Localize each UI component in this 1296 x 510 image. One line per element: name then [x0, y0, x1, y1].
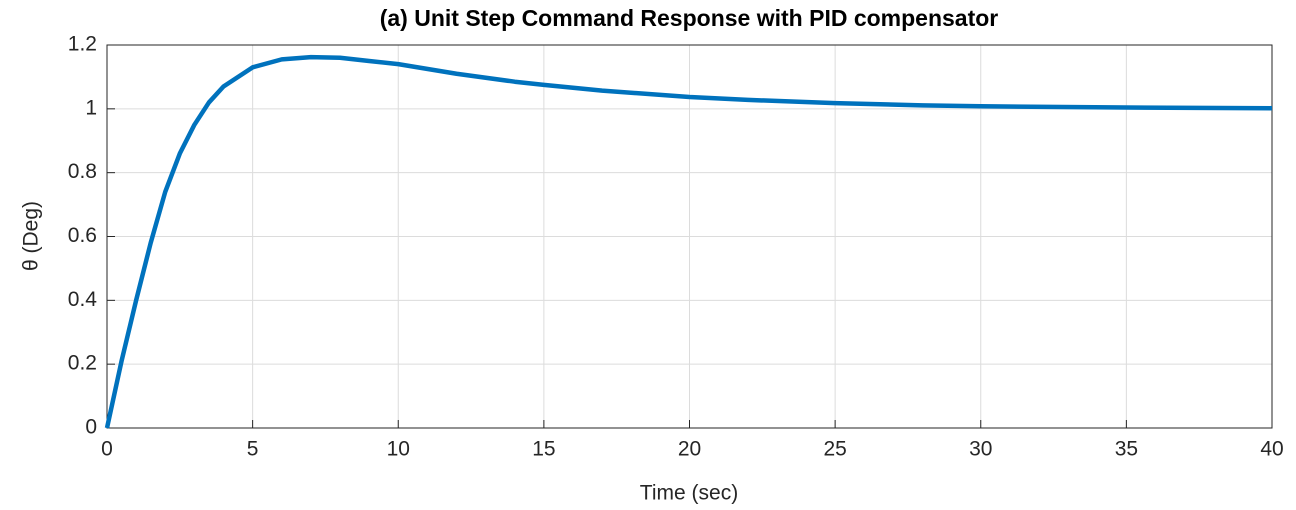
x-tick-label: 10 — [387, 438, 410, 461]
x-tick-label: 5 — [247, 438, 259, 461]
y-tick-label: 0.2 — [68, 352, 97, 375]
x-axis-label: Time (sec) — [640, 482, 738, 505]
y-tick-label: 0.6 — [68, 224, 97, 247]
x-tick-label: 35 — [1115, 438, 1138, 461]
x-tick-label: 0 — [101, 438, 113, 461]
y-tick-label: 0.8 — [68, 160, 97, 183]
data-line — [104, 54, 1273, 429]
y-tick-label: 0.4 — [68, 288, 98, 311]
y-tick-label: 1 — [85, 96, 97, 119]
chart-title: (a) Unit Step Command Response with PID … — [380, 5, 999, 31]
x-tick-label: 40 — [1260, 438, 1283, 461]
x-tick-label: 30 — [969, 438, 992, 461]
plot-frame — [106, 44, 1273, 429]
x-tick-label: 15 — [532, 438, 555, 461]
y-tick-label: 1.2 — [68, 33, 97, 56]
x-tick-label: 25 — [823, 438, 846, 461]
y-tick-label: 0 — [85, 416, 97, 439]
x-tick-label: 20 — [678, 438, 701, 461]
y-axis-label: θ (Deg) — [20, 201, 43, 271]
